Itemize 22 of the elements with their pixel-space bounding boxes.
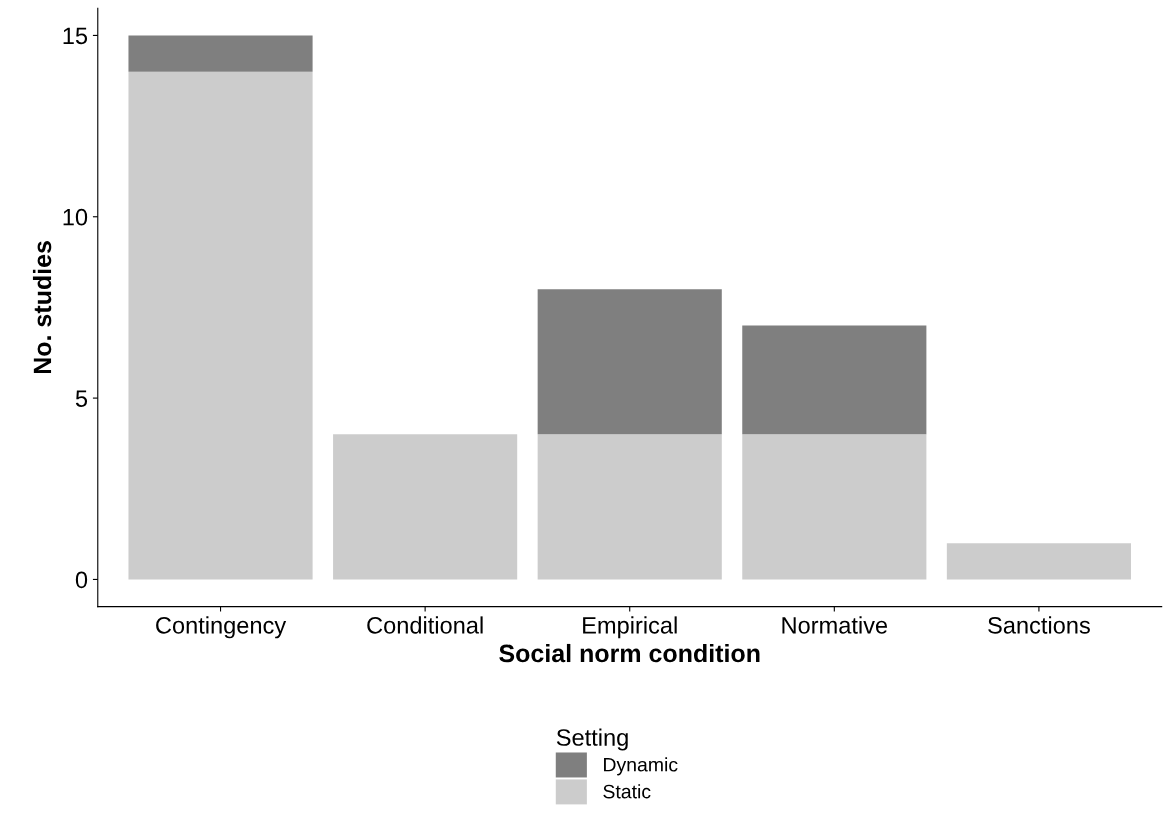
x-tick-label: Empirical [583,616,677,639]
x-tick-label: Conditional [367,616,483,634]
y-tick-label: 5 [75,390,88,407]
legend-label: Dynamic [604,757,678,776]
bar [946,543,1131,580]
bar [128,71,313,580]
y-tick-label: 0 [75,571,88,589]
x-tick-label: Sanctions [988,616,1090,634]
x-tick-label: Normative [782,616,888,634]
y-tick-label: 15 [63,27,88,45]
bar [742,325,927,435]
legend-title: Setting [556,728,628,751]
y-axis-title: No. studies [32,241,52,374]
bar [537,289,722,435]
y-tick-label: 10 [63,208,88,226]
x-tick-label: Contingency [156,616,287,639]
bar [333,434,518,580]
legend-label: Static [603,784,651,799]
bar [128,35,313,72]
x-axis-title: Social norm condition [499,643,760,663]
bar [537,434,722,580]
bar [742,434,927,580]
